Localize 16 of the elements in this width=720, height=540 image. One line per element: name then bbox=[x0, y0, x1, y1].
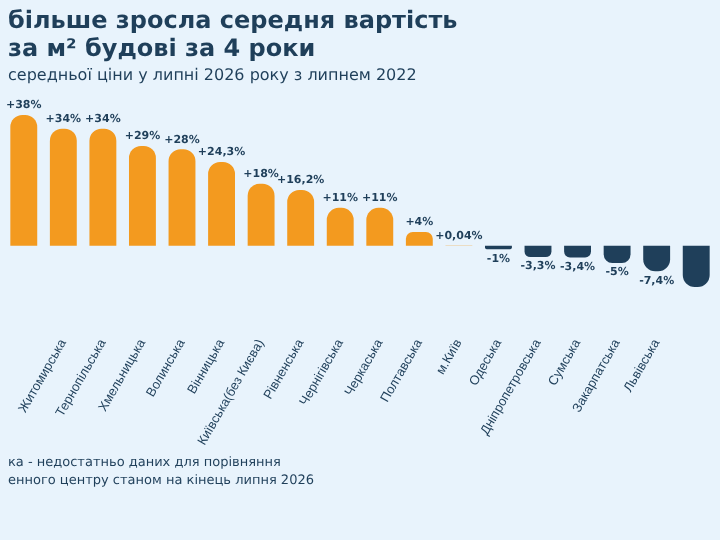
bar bbox=[405, 231, 433, 246]
bar bbox=[366, 207, 394, 246]
bar bbox=[524, 245, 552, 258]
chart-title: більше зросла середня вартість за м² будові за 4 роки bbox=[8, 6, 460, 62]
bar bbox=[564, 245, 591, 258]
chart-subtitle: середньої ціни у липні 2026 року з липнем 2022 bbox=[8, 66, 419, 84]
bar bbox=[682, 245, 710, 288]
bar bbox=[247, 183, 275, 246]
bar bbox=[326, 207, 354, 246]
bar bbox=[129, 145, 156, 246]
bar bbox=[287, 189, 315, 246]
bar bbox=[49, 128, 77, 246]
bar bbox=[168, 149, 196, 246]
bar bbox=[10, 114, 38, 246]
bar bbox=[89, 128, 117, 246]
bar bbox=[208, 162, 235, 246]
